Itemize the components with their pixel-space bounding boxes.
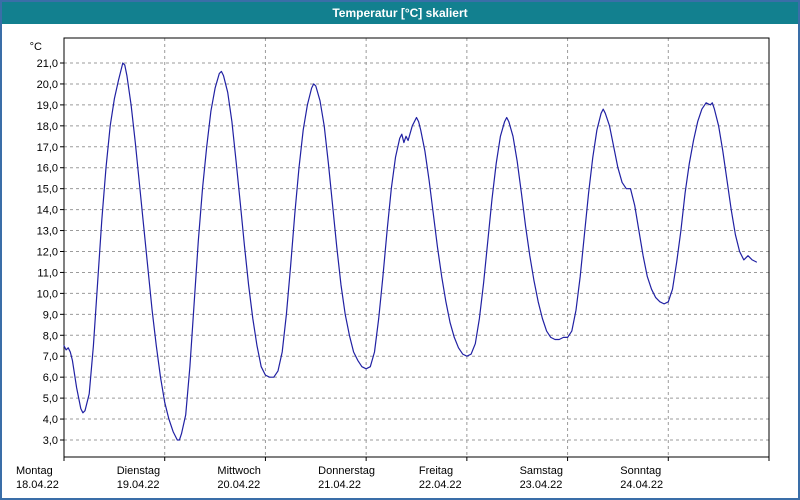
y-tick-label: 4,0: [43, 414, 58, 426]
y-tick-label: 13,0: [37, 226, 58, 238]
y-tick-label: 6,0: [43, 372, 58, 384]
x-date-label: 24.04.22: [620, 479, 663, 491]
y-tick-label: 19,0: [37, 100, 58, 112]
x-day-label: Sonntag: [620, 465, 661, 477]
window-title: Temperatur [°C] skaliert: [332, 6, 468, 20]
x-day-label: Montag: [16, 465, 53, 477]
plot-border: [63, 37, 770, 458]
y-tick-label: 8,0: [43, 330, 58, 342]
x-day-label: Freitag: [419, 465, 453, 477]
plot-background: [64, 38, 769, 457]
y-tick-label: 3,0: [43, 435, 58, 447]
y-tick-label: 5,0: [43, 393, 58, 405]
y-tick-label: 14,0: [37, 205, 58, 217]
chart-area: 3,0 4,0 5,0 6,0 7,0 8,0 9,0 10,0 11,0 12,0 13,0 14,…: [2, 24, 798, 498]
title-bar: Temperatur [°C] skaliert: [2, 2, 798, 24]
x-day-label: Samstag: [520, 465, 563, 477]
y-tick-label: 12,0: [37, 247, 58, 259]
y-tick-label: 16,0: [37, 163, 58, 175]
y-tick-label: 10,0: [37, 288, 58, 300]
y-axis-unit-label: °C: [30, 41, 42, 53]
x-date-label: 23.04.22: [520, 479, 563, 491]
series-line-temperatur: [63, 62, 758, 441]
y-tick-label: 18,0: [37, 121, 58, 133]
x-date-label: 22.04.22: [419, 479, 462, 491]
x-day-label: Mittwoch: [217, 465, 260, 477]
x-day-label: Dienstag: [117, 465, 160, 477]
y-tick-label: 21,0: [37, 58, 58, 70]
y-tick-label: 20,0: [37, 79, 58, 91]
y-tick-label: 7,0: [43, 351, 58, 363]
x-day-label: Donnerstag: [318, 465, 375, 477]
y-tick-label: 15,0: [37, 184, 58, 196]
temperature-line-chart: 3,0 4,0 5,0 6,0 7,0 8,0 9,0 10,0 11,0 12,0 13,0 14,…: [16, 37, 770, 491]
y-tick-label: 9,0: [43, 309, 58, 321]
x-date-label: 18.04.22: [16, 479, 59, 491]
x-date-label: 21.04.22: [318, 479, 361, 491]
y-tick-label: 11,0: [37, 267, 58, 279]
y-tick-label: 17,0: [37, 142, 58, 154]
x-date-label: 19.04.22: [117, 479, 160, 491]
x-date-label: 20.04.22: [217, 479, 260, 491]
